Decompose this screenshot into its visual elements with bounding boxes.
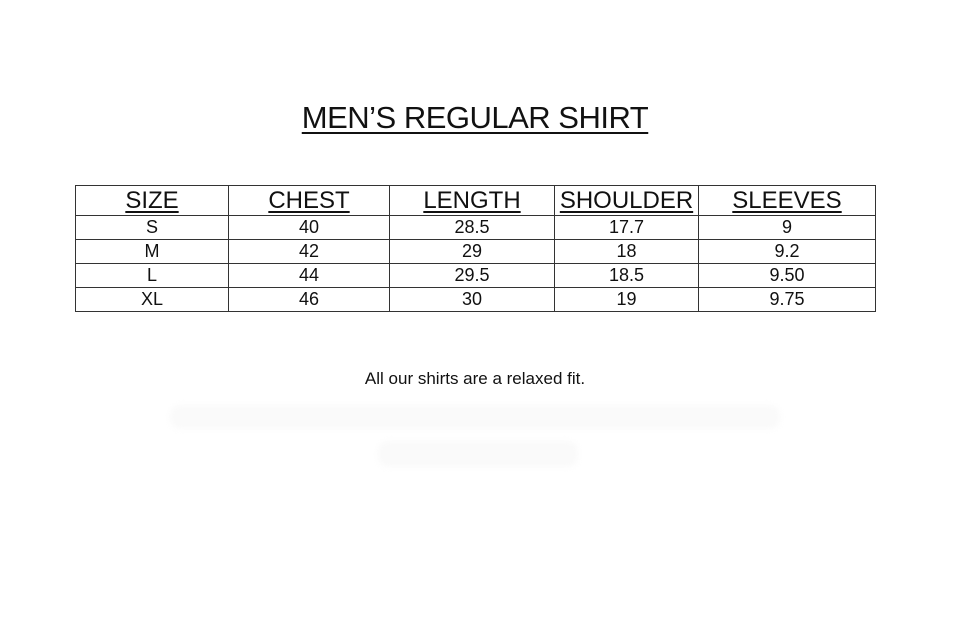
cell: 9.2	[698, 239, 876, 264]
header-row: SIZE CHEST LENGTH SHOULDER SLEEVES	[75, 185, 876, 216]
table-row: M 42 29 18 9.2	[75, 239, 876, 264]
page-title: MEN’S REGULAR SHIRT	[301, 100, 649, 135]
header-length: LENGTH	[389, 185, 555, 216]
cell: 17.7	[554, 215, 699, 240]
cell: 18	[554, 239, 699, 264]
blurred-text-line	[378, 441, 578, 467]
cell: S	[75, 215, 229, 240]
cell: 9.75	[698, 287, 876, 312]
cell: 19	[554, 287, 699, 312]
cell: 30	[389, 287, 555, 312]
fit-note: All our shirts are a relaxed fit.	[364, 369, 586, 388]
cell: 44	[228, 263, 390, 288]
header-sleeves: SLEEVES	[698, 185, 876, 216]
cell: 18.5	[554, 263, 699, 288]
cell: 9	[698, 215, 876, 240]
cell: 28.5	[389, 215, 555, 240]
table-row: L 44 29.5 18.5 9.50	[75, 263, 876, 288]
cell: L	[75, 263, 229, 288]
header-shoulder: SHOULDER	[554, 185, 699, 216]
cell: XL	[75, 287, 229, 312]
cell: 29	[389, 239, 555, 264]
cell: 29.5	[389, 263, 555, 288]
table-row: XL 46 30 19 9.75	[75, 287, 876, 312]
header-label: LENGTH	[423, 187, 521, 214]
cell: 40	[228, 215, 390, 240]
cell: 9.50	[698, 263, 876, 288]
header-label: SIZE	[125, 187, 179, 214]
header-size: SIZE	[75, 185, 229, 216]
cell: 46	[228, 287, 390, 312]
cell: M	[75, 239, 229, 264]
header-label: SHOULDER	[559, 187, 694, 214]
size-chart-table: SIZE CHEST LENGTH SHOULDER SLEEVES S 40 …	[75, 185, 876, 312]
cell: 42	[228, 239, 390, 264]
header-chest: CHEST	[228, 185, 390, 216]
blurred-text-line	[170, 405, 780, 429]
header-label: CHEST	[268, 187, 350, 214]
header-label: SLEEVES	[732, 187, 842, 214]
table-row: S 40 28.5 17.7 9	[75, 215, 876, 240]
